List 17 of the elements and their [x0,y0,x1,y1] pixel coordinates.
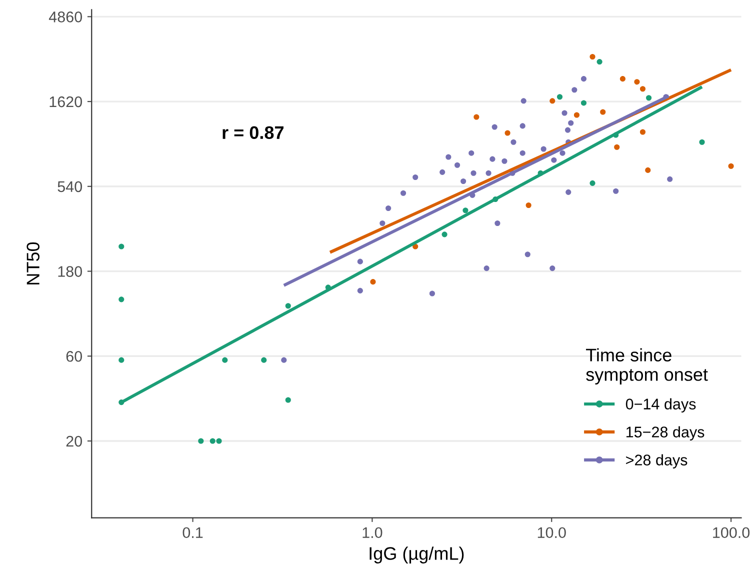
y-tick-label: 1620 [50,96,82,108]
x-tick-label: 1.0 [362,527,382,538]
x-tick-label: 10.0 [538,527,566,538]
x-tick-label: 0.1 [182,527,203,538]
legend-label: >28 days [626,454,688,468]
x-tick-label: 100.0 [713,527,750,538]
legend-label: 0−14 days [626,398,696,412]
y-tick-label: 180 [58,266,82,277]
annotation: r = 0.87 [222,126,284,140]
y-tick-label: 4860 [48,12,82,22]
y-tick-label: 540 [58,181,82,192]
legend-label: 15−28 days [626,426,704,440]
x-axis-title: IgG (µg/mL) [370,546,464,564]
y-tick-label: 60 [66,350,82,362]
y-tick-label: 20 [66,436,82,447]
legend-title: Time since symptom onset [586,348,708,384]
y-axis-title: NT50 [26,242,40,284]
